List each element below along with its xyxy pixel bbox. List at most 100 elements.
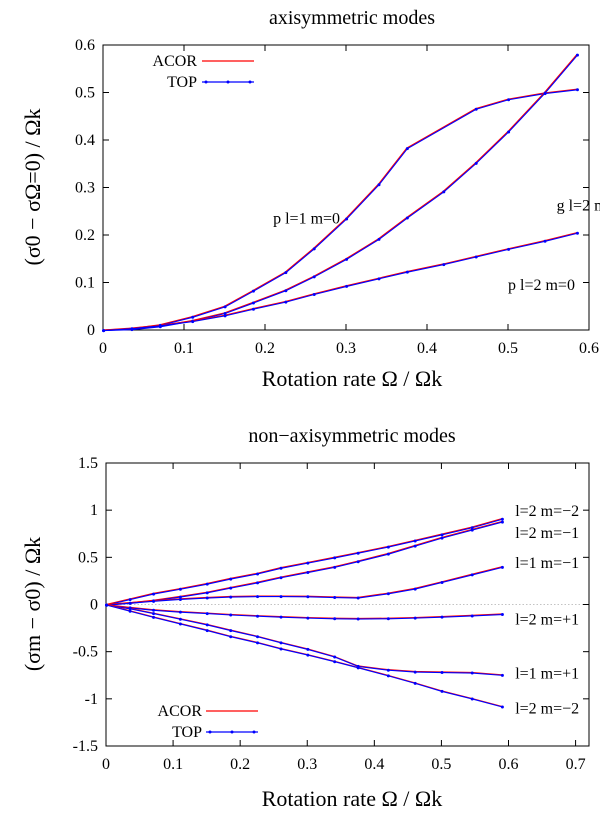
data-point-top-4 bbox=[386, 617, 390, 621]
data-point-top-1 bbox=[500, 517, 504, 521]
data-point-top-2 bbox=[223, 312, 227, 315]
data-point-top-1 bbox=[474, 107, 478, 111]
data-point-top-6 bbox=[152, 615, 156, 619]
legend-marker-top bbox=[226, 80, 230, 84]
data-point-top-3 bbox=[440, 580, 444, 584]
data-point-top-6 bbox=[105, 603, 109, 607]
y-tick-label: -1.5 bbox=[73, 738, 98, 755]
data-point-top-3 bbox=[229, 595, 233, 599]
data-point-top-1 bbox=[223, 305, 227, 309]
data-point-top-1 bbox=[178, 587, 182, 591]
y-tick-label: 0 bbox=[90, 597, 98, 614]
data-point-top-5 bbox=[440, 671, 444, 675]
data-point-top-1 bbox=[229, 577, 233, 581]
data-point-top-4 bbox=[279, 615, 283, 619]
data-point-top-1 bbox=[152, 592, 156, 596]
series-line-top-1 bbox=[106, 518, 503, 606]
legend-marker-top bbox=[252, 730, 256, 734]
data-point-top-1 bbox=[405, 147, 409, 151]
data-point-top-2 bbox=[405, 216, 409, 220]
chart-non-axisymmetric: non−axisymmetric modes Rotation rate Ω /… bbox=[20, 425, 590, 811]
data-point-top-1 bbox=[377, 183, 381, 187]
data-point-top-2 bbox=[507, 130, 511, 134]
data-point-top-1 bbox=[256, 572, 260, 576]
data-point-top-1 bbox=[191, 315, 195, 319]
legend-marker-top bbox=[208, 730, 212, 734]
data-point-top-1 bbox=[470, 526, 474, 530]
data-point-top-4 bbox=[356, 617, 360, 621]
data-point-top-3 bbox=[205, 596, 209, 600]
data-point-top-2 bbox=[205, 591, 209, 595]
series-line-top-5 bbox=[106, 604, 503, 676]
chart-title: axisymmetric modes bbox=[269, 7, 435, 29]
data-point-top-3 bbox=[256, 595, 260, 599]
data-point-top-3 bbox=[158, 324, 162, 328]
series-line-top-4 bbox=[106, 604, 503, 620]
data-point-top-5 bbox=[229, 629, 233, 633]
data-point-top-6 bbox=[440, 689, 444, 693]
data-point-top-3 bbox=[386, 592, 390, 596]
curve-label: g l=2 m=0 bbox=[557, 198, 600, 215]
data-point-top-3 bbox=[102, 329, 106, 333]
data-point-top-3 bbox=[377, 277, 381, 281]
data-point-top-2 bbox=[306, 571, 310, 575]
data-point-top-6 bbox=[333, 660, 337, 664]
curve-label: p l=2 m=0 bbox=[508, 277, 575, 294]
x-tick-label: 0.1 bbox=[163, 756, 183, 773]
x-axis-label: Rotation rate Ω / Ωk bbox=[262, 786, 443, 811]
legend-label-top: TOP bbox=[167, 74, 197, 91]
x-tick-label: 0.6 bbox=[579, 340, 599, 357]
data-point-top-2 bbox=[474, 161, 478, 165]
series-line-top-2 bbox=[106, 521, 503, 606]
y-tick-label: 0.2 bbox=[75, 227, 95, 244]
series-line-top-1 bbox=[103, 89, 578, 332]
data-point-top-6 bbox=[205, 629, 209, 633]
data-point-top-1 bbox=[440, 533, 444, 537]
data-point-top-2 bbox=[442, 190, 446, 194]
curve-label: l=2 m=−2 bbox=[515, 700, 579, 717]
y-tick-label: -1 bbox=[85, 691, 98, 708]
y-tick-label: 0.6 bbox=[75, 37, 95, 54]
data-point-top-1 bbox=[413, 539, 417, 543]
series-line-acor-3 bbox=[102, 232, 577, 331]
x-tick-label: 0.1 bbox=[174, 340, 194, 357]
data-point-top-4 bbox=[205, 612, 209, 616]
data-point-top-3 bbox=[575, 231, 579, 235]
data-point-top-1 bbox=[345, 217, 349, 221]
y-tick-label: 0.5 bbox=[78, 549, 98, 566]
data-point-top-4 bbox=[440, 615, 444, 619]
x-tick-label: 0.5 bbox=[498, 340, 518, 357]
x-tick-label: 0 bbox=[102, 756, 110, 773]
data-point-top-4 bbox=[256, 614, 260, 618]
data-point-top-3 bbox=[152, 599, 156, 603]
x-tick-label: 0.4 bbox=[364, 756, 384, 773]
data-point-top-5 bbox=[306, 647, 310, 651]
series-line-acor-1 bbox=[105, 518, 502, 606]
y-tick-label: 0.3 bbox=[75, 180, 95, 197]
y-tick-label: 0.4 bbox=[75, 132, 95, 149]
data-point-top-6 bbox=[128, 609, 132, 613]
data-point-top-6 bbox=[306, 653, 310, 657]
series-line-top-3 bbox=[103, 232, 578, 332]
data-point-top-5 bbox=[470, 671, 474, 675]
data-point-top-3 bbox=[356, 596, 360, 600]
series-line-acor-5 bbox=[105, 603, 502, 676]
data-point-top-4 bbox=[178, 610, 182, 614]
curve-label: l=1 m=+1 bbox=[515, 665, 579, 682]
data-point-top-5 bbox=[279, 641, 283, 645]
series-line-top-3 bbox=[106, 566, 503, 606]
data-point-top-3 bbox=[130, 327, 134, 331]
data-point-top-4 bbox=[500, 613, 504, 617]
x-tick-label: 0.3 bbox=[297, 756, 317, 773]
data-point-top-2 bbox=[251, 301, 255, 305]
data-point-top-3 bbox=[279, 595, 283, 599]
y-axis-label: (σ0 − σΩ=0) / Ωk bbox=[20, 109, 45, 266]
x-tick-label: 0.5 bbox=[431, 756, 451, 773]
x-tick-label: 0.2 bbox=[230, 756, 250, 773]
curve-label: p l=1 m=0 bbox=[273, 210, 340, 227]
x-tick-label: 0 bbox=[99, 340, 107, 357]
curve-label: l=1 m=−1 bbox=[515, 555, 579, 572]
x-axis-label: Rotation rate Ω / Ωk bbox=[262, 366, 443, 391]
data-point-top-3 bbox=[500, 565, 504, 569]
